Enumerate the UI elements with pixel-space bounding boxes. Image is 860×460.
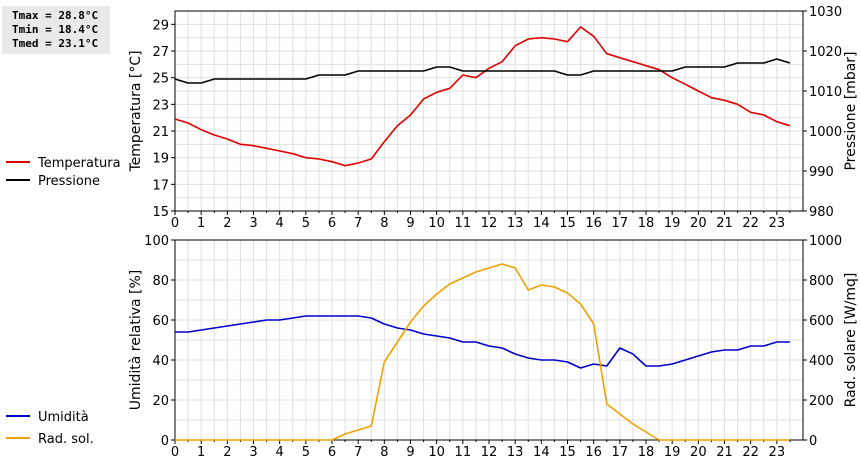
x-tick-label: 13 bbox=[507, 445, 524, 460]
x-tick-label: 18 bbox=[638, 445, 655, 460]
y2-tick-label: 200 bbox=[809, 394, 834, 409]
x-tick-label: 2 bbox=[223, 216, 231, 231]
x-tick-label: 8 bbox=[380, 216, 388, 231]
x-tick-label: 1 bbox=[197, 445, 205, 460]
x-tick-label: 19 bbox=[664, 445, 681, 460]
y-tick-label: 60 bbox=[152, 314, 169, 329]
x-tick-label: 2 bbox=[223, 445, 231, 460]
stats-box: Tmax = 28.8°C Tmin = 18.4°C Tmed = 23.1°… bbox=[2, 6, 110, 54]
x-tick-label: 8 bbox=[380, 445, 388, 460]
y-tick-label: 19 bbox=[152, 152, 169, 167]
x-tick-label: 7 bbox=[354, 216, 362, 231]
series-line-umidit bbox=[175, 315, 790, 369]
x-tick-label: 1 bbox=[197, 216, 205, 231]
legend-label-umidit: Umidità bbox=[38, 410, 89, 425]
legend-label-pressione: Pressione bbox=[38, 174, 100, 189]
y-tick-label: 0 bbox=[161, 434, 169, 449]
x-tick-label: 13 bbox=[507, 216, 524, 231]
chart-panel-2: 0 1 2 3 4 5 6 7 8 9 10 11 12 13 14 15 16 17 18 19 20 21 22 2302… bbox=[6, 234, 859, 460]
x-tick-label: 0 bbox=[171, 216, 179, 231]
y-tick-label: 40 bbox=[152, 354, 169, 369]
y-tick-label: 80 bbox=[152, 274, 169, 289]
tmin-text: Tmin = 18.4°C bbox=[12, 23, 99, 36]
x-tick-label: 18 bbox=[638, 216, 655, 231]
x-tick-label: 3 bbox=[249, 216, 257, 231]
series-line-rad-sol bbox=[175, 263, 790, 441]
y-tick-label: 27 bbox=[152, 45, 169, 60]
x-tick-label: 10 bbox=[428, 445, 445, 460]
y2-tick-label: 1030 bbox=[809, 5, 842, 20]
y-tick-label: 100 bbox=[144, 234, 169, 249]
x-tick-label: 4 bbox=[276, 216, 284, 231]
tmax-text: Tmax = 28.8°C bbox=[12, 9, 99, 22]
y2-tick-label: 600 bbox=[809, 314, 834, 329]
y-tick-label: 23 bbox=[152, 98, 169, 113]
x-tick-label: 16 bbox=[585, 216, 602, 231]
y2-axis-label: Pressione [mbar] bbox=[843, 51, 859, 170]
tmed-text: Tmed = 23.1°C bbox=[12, 37, 99, 50]
x-tick-label: 15 bbox=[559, 216, 576, 231]
x-tick-label: 20 bbox=[690, 445, 707, 460]
x-tick-label: 15 bbox=[559, 445, 576, 460]
y-tick-label: 20 bbox=[152, 394, 169, 409]
x-tick-label: 22 bbox=[742, 216, 759, 231]
y2-tick-label: 0 bbox=[809, 434, 817, 449]
x-tick-label: 4 bbox=[276, 445, 284, 460]
x-tick-label: 11 bbox=[455, 216, 472, 231]
legend-label-rad-sol: Rad. sol. bbox=[38, 432, 94, 447]
x-tick-label: 16 bbox=[585, 445, 602, 460]
y2-tick-label: 400 bbox=[809, 354, 834, 369]
y2-tick-label: 980 bbox=[809, 205, 834, 220]
x-tick-label: 9 bbox=[406, 445, 414, 460]
y-tick-label: 17 bbox=[152, 178, 169, 193]
legend-label-temperatura: Temperatura bbox=[37, 156, 121, 171]
y2-tick-label: 1000 bbox=[809, 234, 842, 249]
x-tick-label: 6 bbox=[328, 216, 336, 231]
x-tick-label: 17 bbox=[612, 445, 629, 460]
y2-tick-label: 990 bbox=[809, 165, 834, 180]
x-tick-label: 6 bbox=[328, 445, 336, 460]
x-tick-label: 22 bbox=[742, 445, 759, 460]
y-tick-label: 15 bbox=[152, 205, 169, 220]
x-tick-label: 11 bbox=[455, 445, 472, 460]
x-tick-label: 19 bbox=[664, 216, 681, 231]
y-tick-label: 29 bbox=[152, 18, 169, 33]
x-tick-label: 3 bbox=[249, 445, 257, 460]
x-tick-label: 5 bbox=[302, 216, 310, 231]
x-tick-label: 21 bbox=[716, 445, 733, 460]
y-tick-label: 25 bbox=[152, 72, 169, 87]
x-tick-label: 12 bbox=[481, 445, 498, 460]
x-tick-label: 21 bbox=[716, 216, 733, 231]
y2-tick-label: 1000 bbox=[809, 125, 842, 140]
x-tick-label: 0 bbox=[171, 445, 179, 460]
x-tick-label: 5 bbox=[302, 445, 310, 460]
y-axis-label: Temperatura [°C] bbox=[128, 50, 144, 172]
series-line-temperatura bbox=[174, 26, 791, 167]
x-tick-label: 9 bbox=[406, 216, 414, 231]
y2-axis-label: Rad. solare [W/mq] bbox=[843, 273, 859, 408]
chart-panel-1: 0 1 2 3 4 5 6 7 8 9 10 11 12 13 14 15 16 17 18 19 20 21 22 2315… bbox=[6, 5, 859, 231]
x-tick-label: 20 bbox=[690, 216, 707, 231]
y2-tick-label: 1010 bbox=[809, 85, 842, 100]
y2-tick-label: 1020 bbox=[809, 45, 842, 60]
x-tick-label: 12 bbox=[481, 216, 498, 231]
x-tick-label: 14 bbox=[533, 445, 550, 460]
y2-tick-label: 800 bbox=[809, 274, 834, 289]
series-line-pressione bbox=[174, 58, 791, 84]
y-tick-label: 21 bbox=[152, 125, 169, 140]
x-tick-label: 17 bbox=[612, 216, 629, 231]
x-tick-label: 10 bbox=[428, 216, 445, 231]
y-axis-label: Umidità relativa [%] bbox=[128, 270, 144, 411]
x-tick-label: 7 bbox=[354, 445, 362, 460]
x-tick-label: 23 bbox=[769, 445, 786, 460]
x-tick-label: 23 bbox=[769, 216, 786, 231]
x-tick-label: 14 bbox=[533, 216, 550, 231]
